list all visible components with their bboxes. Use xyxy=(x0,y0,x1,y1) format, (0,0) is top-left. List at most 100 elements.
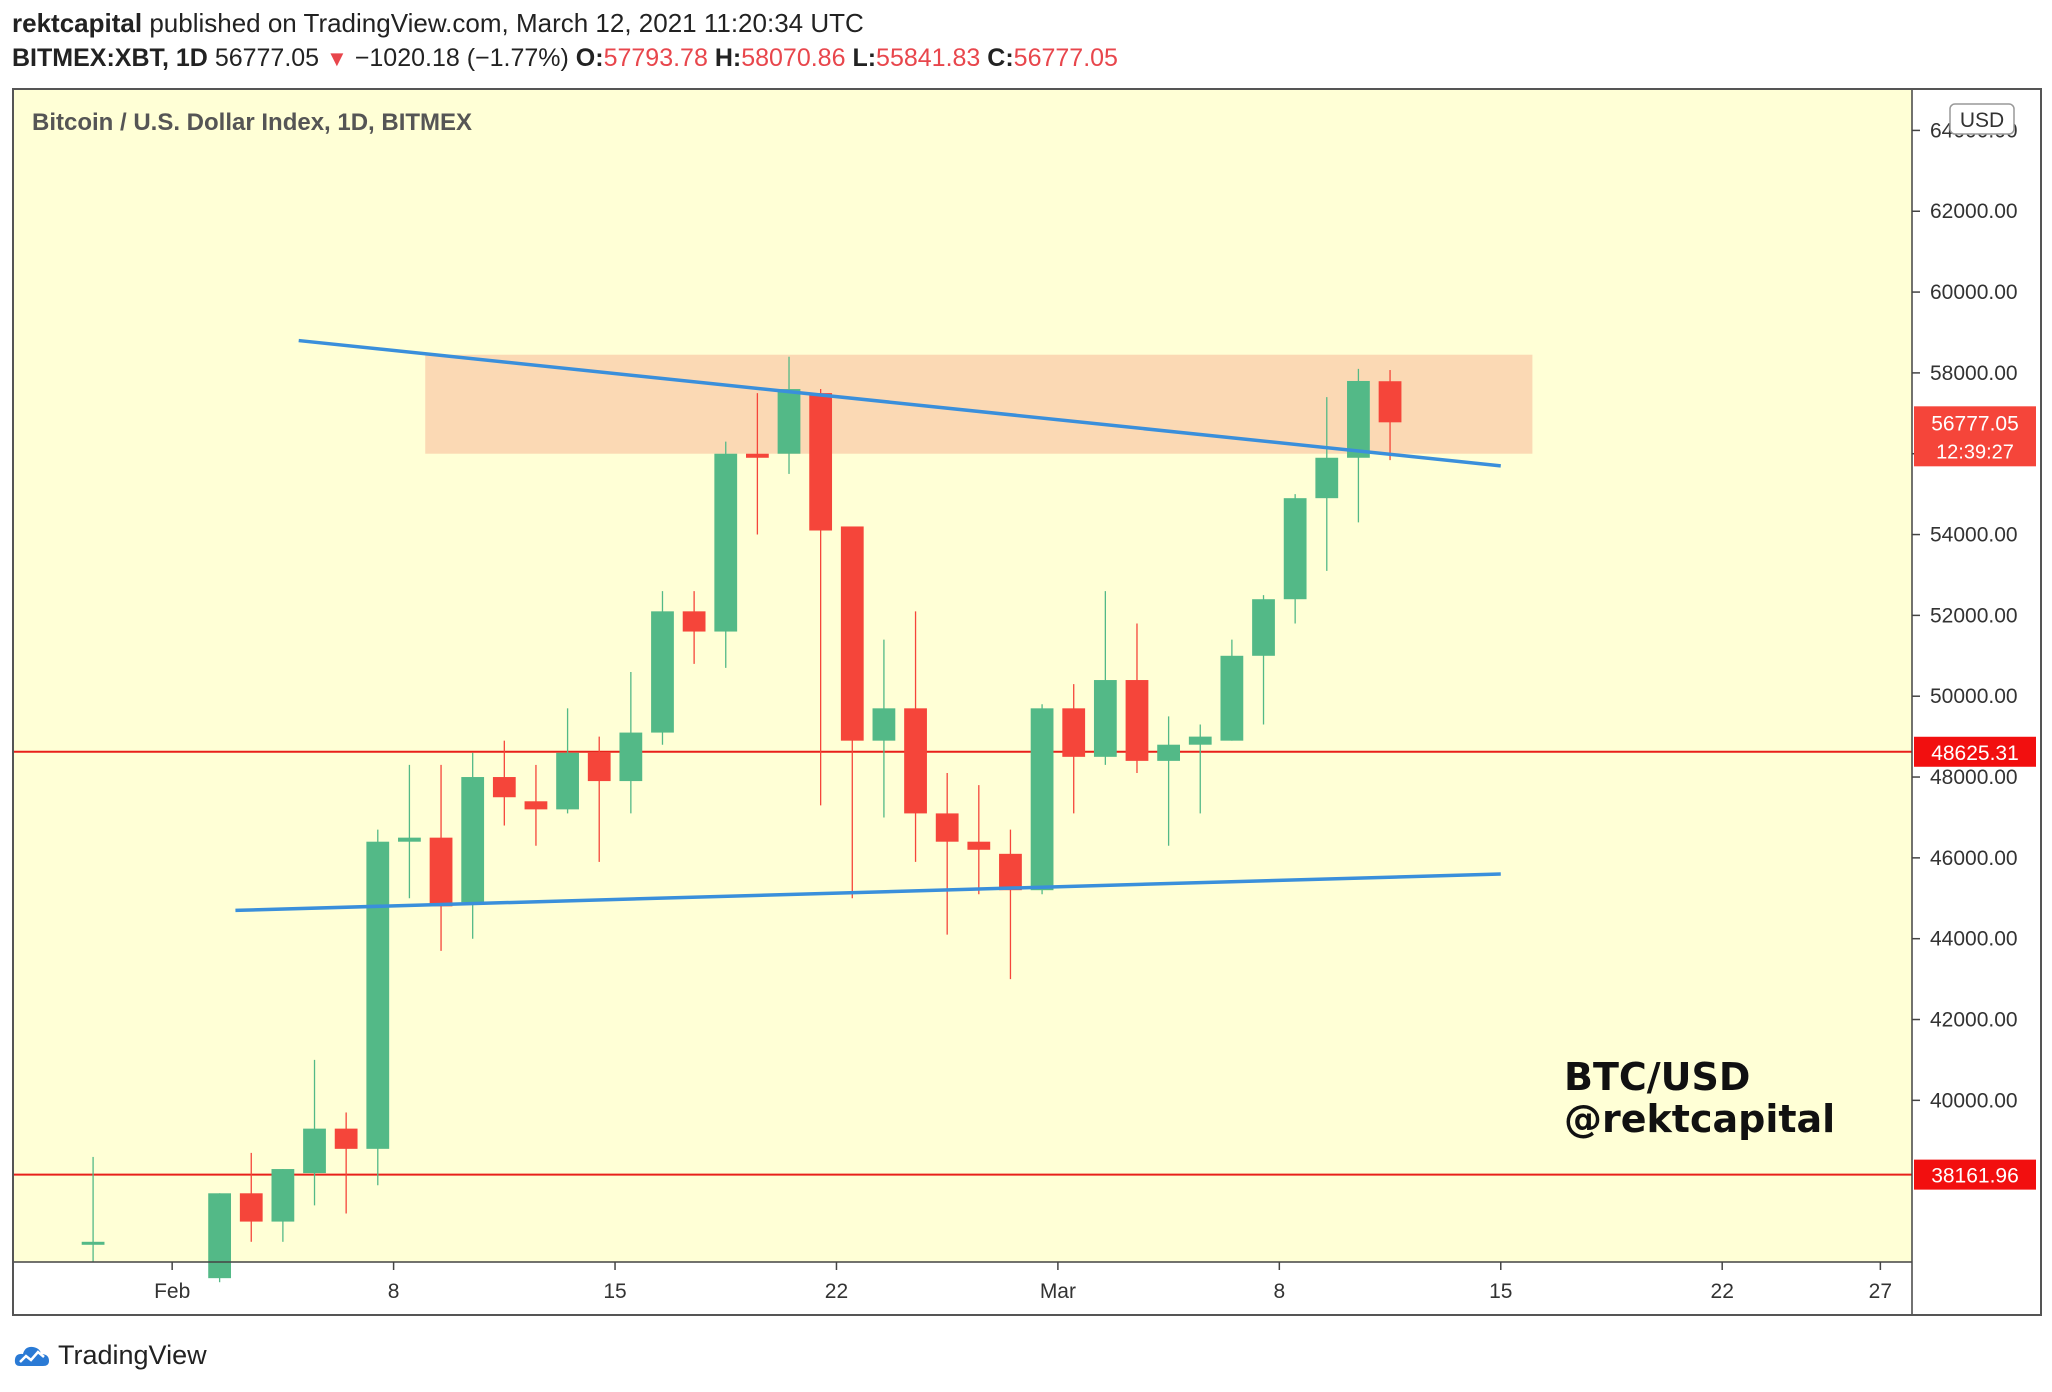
candle-up xyxy=(1030,704,1054,895)
last-price: 56777.05 xyxy=(214,44,320,72)
y-tick-label: 62000.00 xyxy=(1930,200,2018,223)
current-price-label: 56777.05 xyxy=(1931,412,2019,435)
candlestick-chart[interactable]: 40000.00 42000.00 44000.00 46000.00 48000.00… xyxy=(14,90,2040,1314)
currency-badge[interactable]: USD xyxy=(1949,103,2015,135)
candle-body xyxy=(81,1241,105,1245)
candle-body xyxy=(745,453,769,458)
open-label: O: xyxy=(575,44,604,72)
candle-up xyxy=(303,1059,326,1206)
watermark-pair: BTC/USD xyxy=(1564,1055,1750,1099)
candle-up xyxy=(1093,591,1117,765)
trendline xyxy=(298,338,1501,468)
candle-body xyxy=(1378,381,1402,423)
candle-up xyxy=(81,1156,105,1262)
candle-body xyxy=(1220,655,1244,741)
y-tick-label: 46000.00 xyxy=(1930,847,2018,870)
candle-body xyxy=(1157,744,1181,761)
tradingview-logo-text: TradingView xyxy=(58,1340,207,1370)
candle-down xyxy=(809,389,833,806)
tradingview-cloud-icon xyxy=(14,1346,49,1366)
x-tick-label: 15 xyxy=(1489,1280,1512,1303)
x-tick-label: Mar xyxy=(1040,1280,1076,1303)
y-tick-label: 58000.00 xyxy=(1930,362,2018,385)
x-tick-label: 22 xyxy=(1711,1280,1734,1303)
candle-up xyxy=(619,671,643,814)
candle-body xyxy=(398,837,421,842)
candle-body xyxy=(303,1128,326,1174)
level-price-label: 48625.31 xyxy=(1931,742,2019,765)
level-price-badge xyxy=(1914,1159,2036,1190)
currency-label: USD xyxy=(1960,109,2004,132)
candle-body xyxy=(1125,680,1149,761)
y-tick-label: 60000.00 xyxy=(1930,281,2018,304)
candle-body xyxy=(556,752,579,810)
candle-body xyxy=(809,393,833,531)
candle-body xyxy=(492,777,516,798)
x-tick-label: 27 xyxy=(1869,1280,1892,1303)
y-tick-label: 52000.00 xyxy=(1930,604,2018,627)
candle-up xyxy=(1283,494,1307,624)
author-name[interactable]: rektcapital xyxy=(12,8,143,38)
down-triangle-icon: ▼ xyxy=(326,46,348,71)
candle-down xyxy=(429,764,453,951)
low-value: 55841.83 xyxy=(876,44,981,72)
candle-down xyxy=(999,829,1022,980)
published-text: published on TradingView.com, March 12, … xyxy=(149,8,864,38)
chart-container[interactable]: 40000.00 42000.00 44000.00 46000.00 48000.00… xyxy=(12,88,2042,1316)
change-value: −1020.18 (−1.77%) xyxy=(354,44,569,72)
candle-body xyxy=(714,453,738,632)
candle-body xyxy=(777,389,801,454)
candle-down xyxy=(682,591,706,664)
candle-up xyxy=(208,1193,232,1283)
x-tick-label: 22 xyxy=(825,1280,848,1303)
candle-body xyxy=(1252,599,1275,656)
chart-title: Bitcoin / U.S. Dollar Index, 1D, BITMEX xyxy=(32,109,472,136)
candle-up xyxy=(1315,397,1339,571)
candle-up xyxy=(872,639,896,818)
candle-down xyxy=(239,1152,263,1242)
x-tick-label: 8 xyxy=(388,1280,400,1303)
candle-body xyxy=(1315,457,1339,499)
candle-down xyxy=(840,526,864,899)
candle-up xyxy=(1157,716,1181,846)
y-tick-label: 48000.00 xyxy=(1930,766,2018,789)
candle-body xyxy=(619,732,643,782)
candle-up xyxy=(777,356,801,474)
symbol-label: BITMEX:XBT, 1D xyxy=(12,44,208,72)
candle-body xyxy=(1093,680,1117,757)
candle-up xyxy=(398,764,421,899)
candle-down xyxy=(1062,684,1086,814)
candle-up xyxy=(714,441,738,668)
high-value: 58070.86 xyxy=(741,44,846,72)
candle-body xyxy=(524,801,548,810)
candle-body xyxy=(840,526,864,741)
candle-body xyxy=(1188,736,1212,745)
open-value: 57793.78 xyxy=(603,44,708,72)
x-tick-label: Feb xyxy=(154,1280,190,1303)
candle-down xyxy=(334,1112,358,1214)
candle-down xyxy=(1125,623,1149,773)
candle-body xyxy=(461,777,485,903)
candle-up xyxy=(556,708,579,814)
candle-body xyxy=(682,611,706,632)
footer-brand[interactable]: TradingView xyxy=(14,1340,207,1371)
candle-body xyxy=(935,813,959,842)
candle-body xyxy=(587,752,611,782)
candle-down xyxy=(492,740,516,826)
candle-body xyxy=(904,708,927,814)
publish-line: rektcapital published on TradingView.com… xyxy=(12,8,864,39)
close-value: 56777.05 xyxy=(1013,44,1118,72)
candle-up xyxy=(1188,724,1212,814)
candle-up xyxy=(271,1169,295,1242)
high-label: H: xyxy=(714,44,742,72)
candle-body xyxy=(872,708,896,741)
y-tick-label: 42000.00 xyxy=(1930,1009,2018,1032)
candle-countdown-label: 12:39:27 xyxy=(1936,441,2014,463)
candle-up xyxy=(651,591,674,745)
candle-body xyxy=(1283,498,1307,600)
x-tick-label: 8 xyxy=(1273,1280,1285,1303)
candle-body xyxy=(334,1128,358,1149)
candle-down xyxy=(935,772,959,935)
candle-body xyxy=(366,841,390,1149)
candle-down xyxy=(587,736,611,862)
